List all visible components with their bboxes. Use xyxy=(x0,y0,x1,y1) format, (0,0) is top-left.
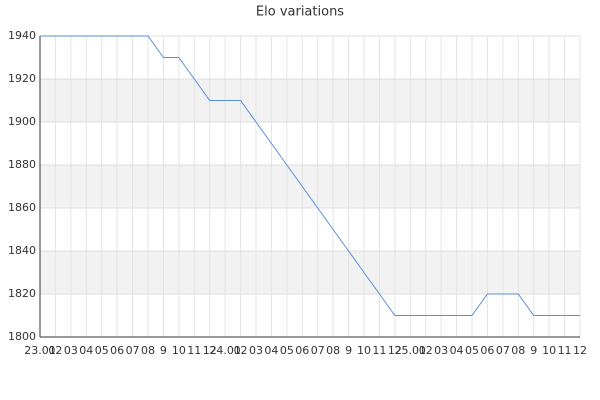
x-tick-label: 08 xyxy=(141,344,155,357)
x-tick-label: 03 xyxy=(64,344,78,357)
x-tick-label: 12 xyxy=(388,344,402,357)
y-tick-label: 1840 xyxy=(8,244,36,257)
grid-band xyxy=(40,79,580,122)
x-tick-label: 04 xyxy=(450,344,464,357)
chart-title: Elo variations xyxy=(256,5,344,20)
x-tick-label: 02 xyxy=(419,344,433,357)
x-tick-label: 9 xyxy=(160,344,167,357)
x-tick-label: 10 xyxy=(172,344,186,357)
x-tick-label: 02 xyxy=(48,344,62,357)
y-tick-label: 1800 xyxy=(8,330,36,343)
x-tick-label: 24.01 xyxy=(209,344,241,357)
x-tick-label: 12 xyxy=(573,344,587,357)
x-tick-label: 03 xyxy=(434,344,448,357)
x-tick-label: 25.01 xyxy=(395,344,427,357)
line xyxy=(40,35,580,316)
x-tick-label: 11 xyxy=(558,344,572,357)
x-tick-label: 11 xyxy=(372,344,386,357)
x-tick-label: 07 xyxy=(126,344,140,357)
x-tick-label: 05 xyxy=(280,344,294,357)
x-tick-label: 10 xyxy=(542,344,556,357)
y-tick-label: 1900 xyxy=(8,115,36,128)
x-tick-label: 06 xyxy=(480,344,494,357)
x-tick-label: 04 xyxy=(264,344,278,357)
x-tick-label: 12 xyxy=(203,344,217,357)
x-tick-label: 02 xyxy=(234,344,248,357)
x-tick-label: 08 xyxy=(326,344,340,357)
x-tick-label: 07 xyxy=(496,344,510,357)
grid-band xyxy=(40,251,580,294)
x-tick-label: 9 xyxy=(530,344,537,357)
x-tick-label: 04 xyxy=(79,344,93,357)
grid-band xyxy=(40,165,580,208)
y-tick-label: 1860 xyxy=(8,201,36,214)
x-tick-label: 07 xyxy=(311,344,325,357)
x-tick-label: 10 xyxy=(357,344,371,357)
x-tick-label: 23.01 xyxy=(24,344,56,357)
x-tick-label: 03 xyxy=(249,344,263,357)
x-tick-label: 06 xyxy=(295,344,309,357)
x-tick-label: 05 xyxy=(465,344,479,357)
y-tick-label: 1920 xyxy=(8,72,36,85)
x-tick-label: 11 xyxy=(187,344,201,357)
x-tick-label: 9 xyxy=(345,344,352,357)
y-tick-label: 1940 xyxy=(8,29,36,42)
y-tick-label: 1880 xyxy=(8,158,36,171)
x-tick-label: 06 xyxy=(110,344,124,357)
x-tick-label: 05 xyxy=(95,344,109,357)
x-tick-label: 08 xyxy=(511,344,525,357)
y-tick-label: 1820 xyxy=(8,287,36,300)
